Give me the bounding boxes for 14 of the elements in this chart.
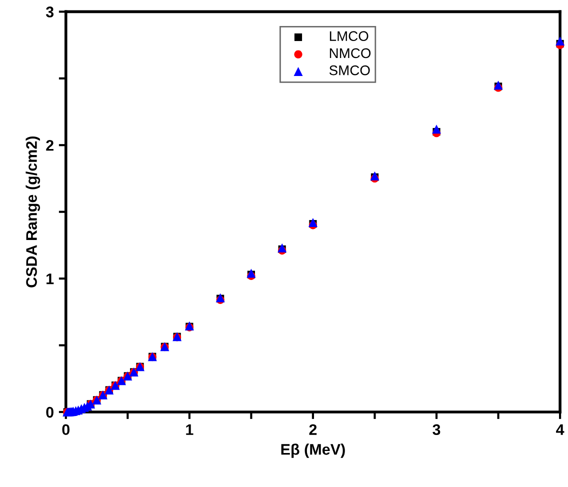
y-tick-label: 2 [46,140,54,151]
legend-label: NMCO [330,48,371,58]
legend-label: LMCO [330,31,368,42]
legend-label: SMCO [329,65,370,76]
x-tick-label: 3 [432,424,440,436]
y-tick-label: 1 [46,274,54,284]
x-tick-label: 0 [62,424,70,436]
y-axis-title: CSDA Range (g/cm2) [26,136,40,288]
x-axis-title: Eβ (MeV) [281,444,345,458]
x-tick-label: 4 [556,424,564,435]
y-tick-label: 0 [46,406,54,418]
x-tick-label: 1 [186,424,194,435]
x-tick-label: 2 [309,424,317,435]
y-tick-label: 3 [46,6,54,18]
